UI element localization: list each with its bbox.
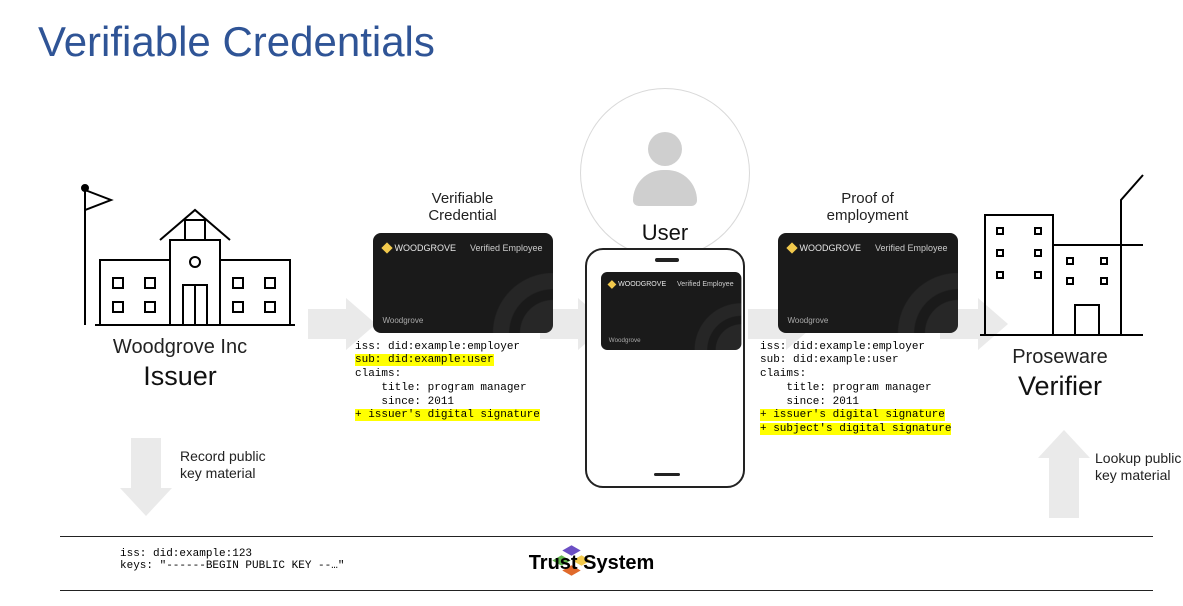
issuer-name: Woodgrove Inc [60,336,300,359]
proof-column: Proof of employment WOODGROVE Verified E… [760,190,975,437]
user-card-role: Verified Employee [677,280,734,288]
phone-home-icon [654,473,680,476]
user-label: User [565,220,765,246]
vc-caption: Verifiable Credential [355,190,570,225]
proof-caption: Proof of employment [760,190,975,225]
user-phone-card: WOODGROVE Verified Employee Woodgrove [601,272,741,350]
user-card-brand: Woodgrove [609,337,641,344]
verifier-column: Proseware Verifier [970,170,1150,402]
trust-divider-top [60,536,1153,537]
record-key-label: Record public key material [180,448,300,482]
arrow-lookup-key [1038,430,1090,518]
vc-card-logo: WOODGROVE [395,243,457,253]
arrow-record-key [120,438,172,518]
proof-card-logo: WOODGROVE [800,243,862,253]
vc-card: WOODGROVE Verified Employee Woodgrove [373,233,553,333]
verifier-building-icon [975,170,1145,340]
vc-claims: iss: did:example:employer sub: did:examp… [355,341,570,424]
slide-title: Verifiable Credentials [38,18,435,66]
user-avatar-head-icon [648,132,682,166]
vc-card-role: Verified Employee [470,243,543,253]
verifier-name: Proseware [970,346,1150,369]
phone-notch-icon [655,258,679,262]
issuer-role: Issuer [60,361,300,392]
lookup-key-label: Lookup public key material [1095,450,1183,484]
proof-card-brand: Woodgrove [788,316,829,325]
proof-card-role: Verified Employee [875,243,948,253]
issuer-column: Woodgrove Inc Issuer [60,90,300,392]
verifier-role: Verifier [970,371,1150,402]
user-phone: WOODGROVE Verified Employee Woodgrove [585,248,745,488]
issuer-building-icon [65,150,295,330]
vc-card-brand: Woodgrove [383,316,424,325]
trust-system-label: Trust System [0,552,1183,575]
proof-card: WOODGROVE Verified Employee Woodgrove [778,233,958,333]
user-card-logo: WOODGROVE [618,280,666,288]
proof-claims: iss: did:example:employer sub: did:examp… [760,341,975,437]
trust-divider-bottom [60,590,1153,591]
vc-column: Verifiable Credential WOODGROVE Verified… [355,190,570,423]
